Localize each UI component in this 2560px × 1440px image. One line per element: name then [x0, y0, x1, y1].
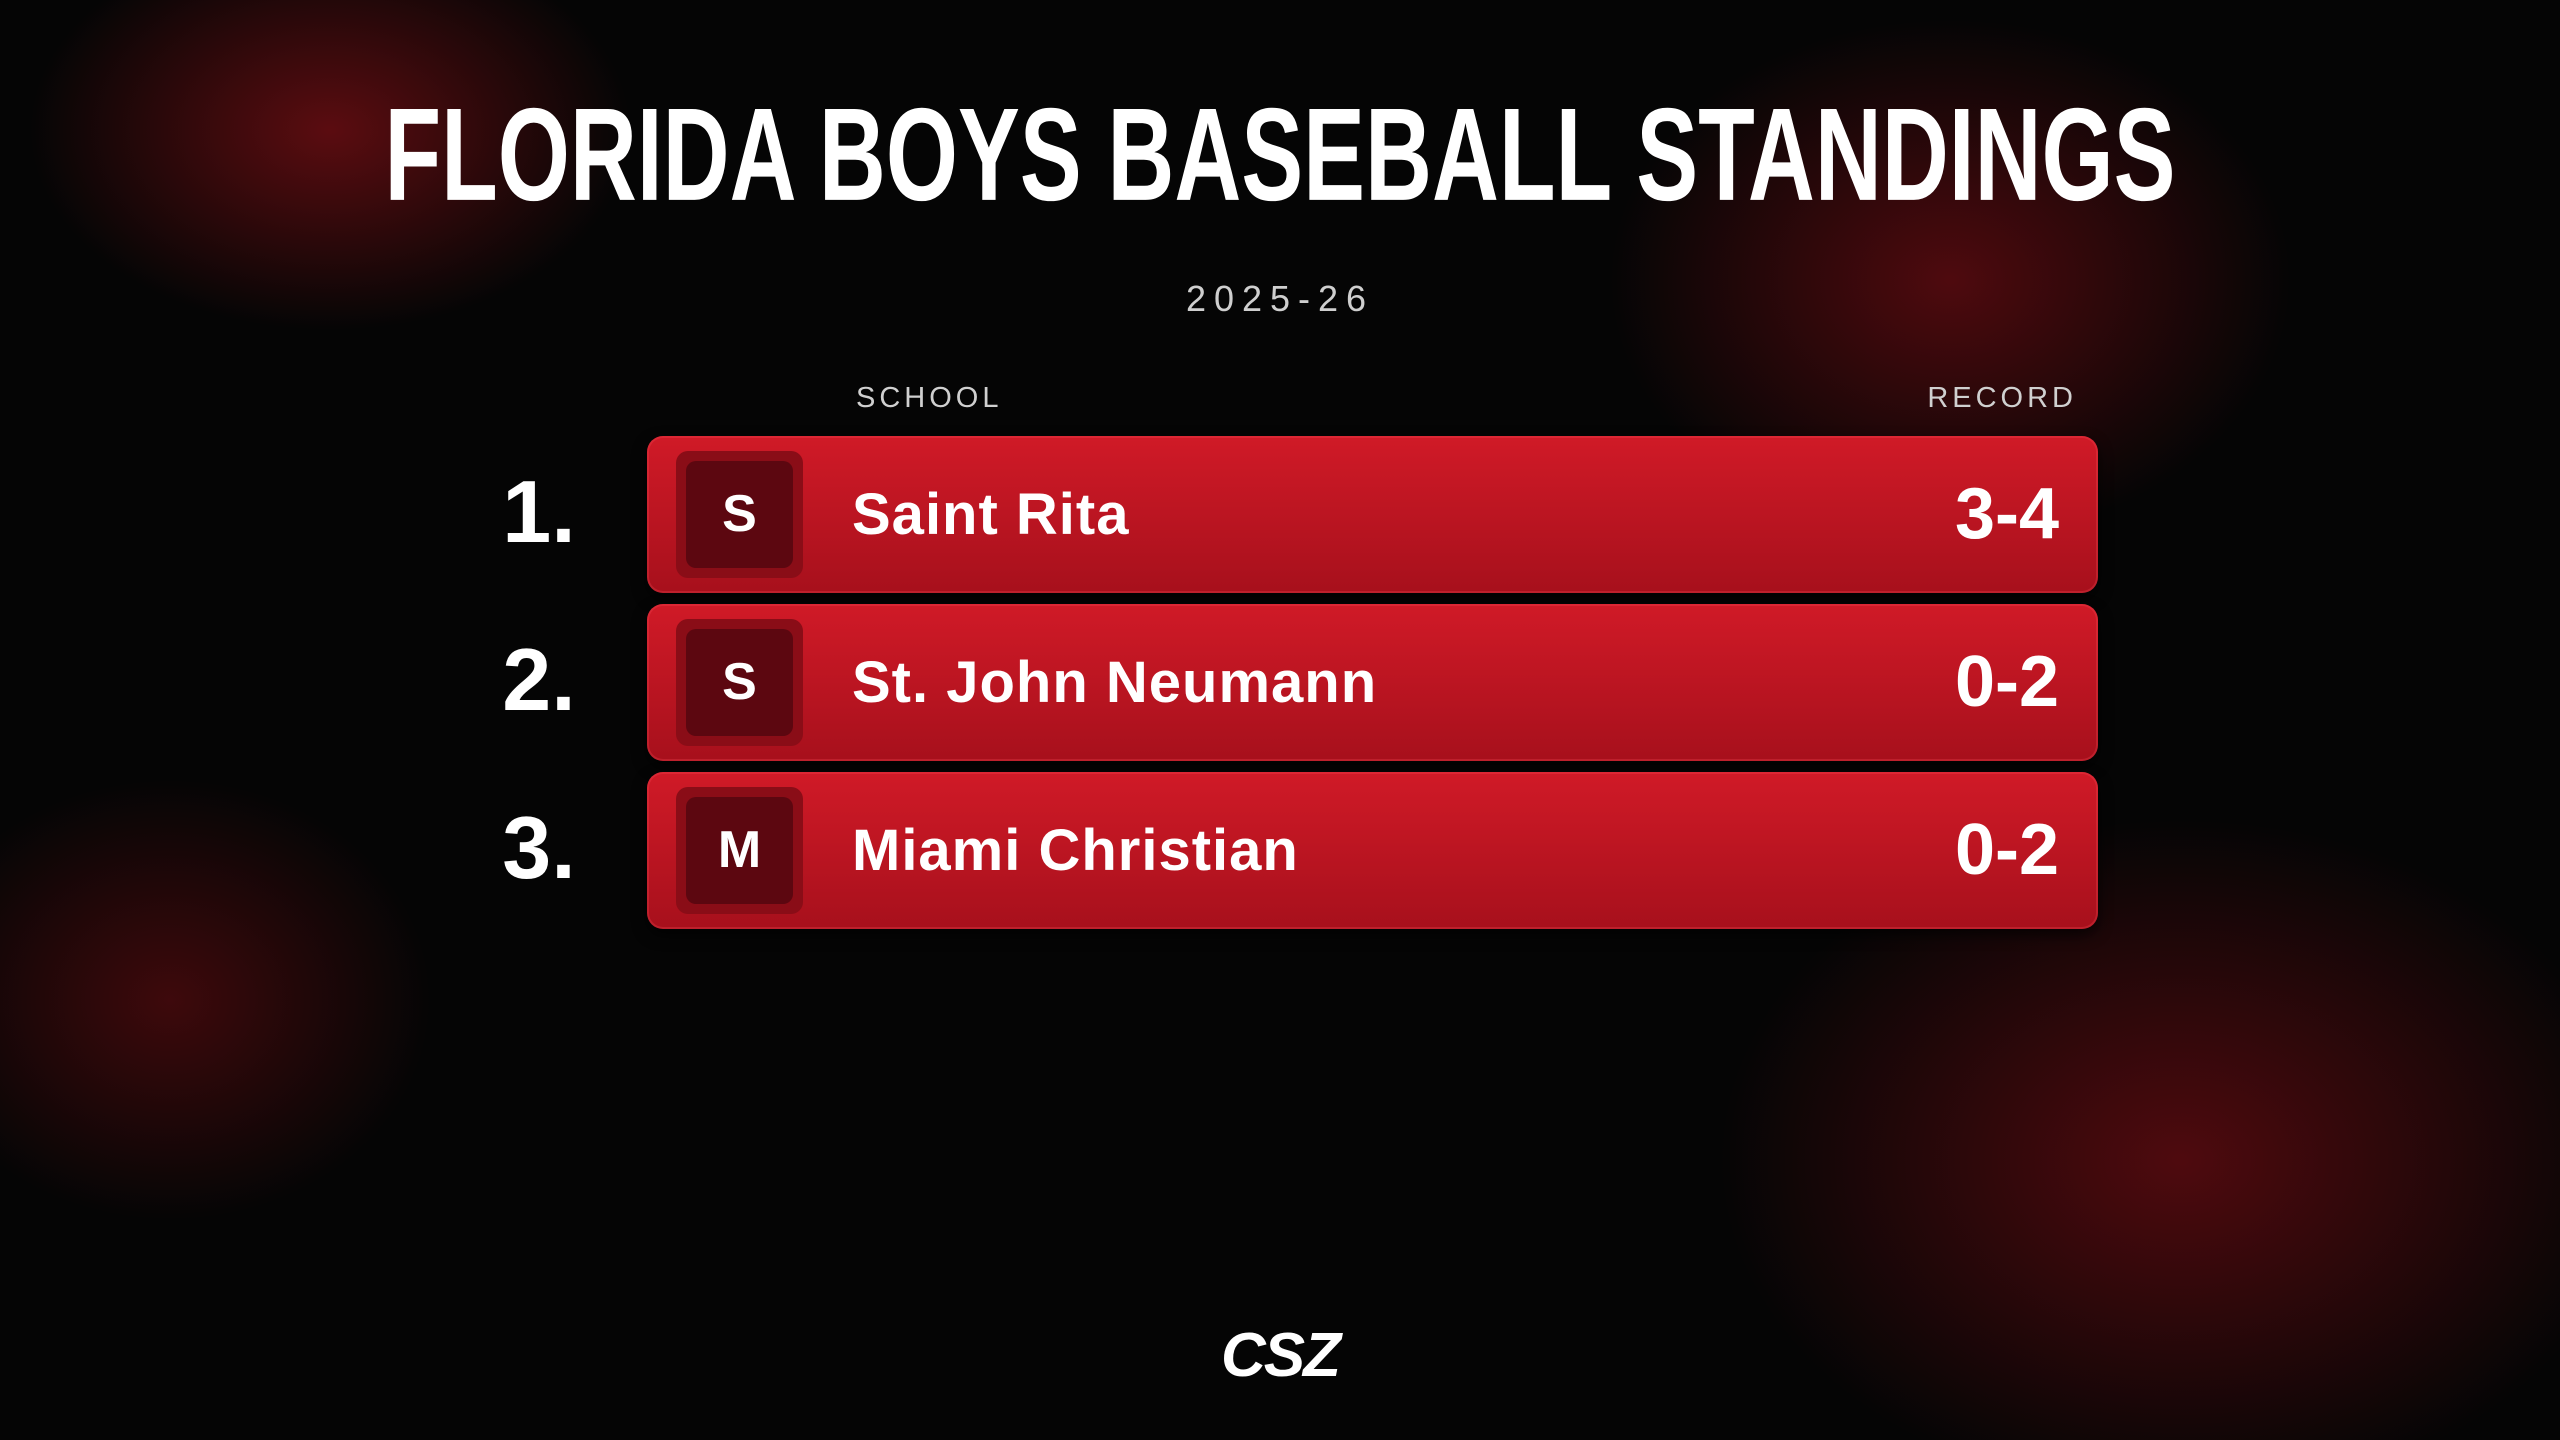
column-header: SCHOOL: [856, 382, 1003, 414]
column-header: RECORD: [1927, 382, 2077, 414]
record: 3-4: [1954, 474, 2059, 554]
school-badge: S: [676, 451, 803, 578]
title: FLORIDA BOYS BASEBALL STANDINGS: [385, 95, 2176, 228]
record: 0-2: [1954, 810, 2059, 890]
school-name: Miami Christian: [852, 818, 1299, 883]
record: 0-2: [1954, 642, 2059, 722]
school-name: Saint Rita: [852, 482, 1130, 547]
standing-row: S Saint Rita 3-4: [647, 436, 2098, 593]
standing-row: S St. John Neumann 0-2: [647, 604, 2098, 761]
rank: 1.: [502, 462, 576, 561]
rank: 2.: [502, 630, 576, 729]
school-badge: M: [676, 787, 803, 914]
school-initial: M: [686, 797, 793, 904]
school-badge: S: [676, 619, 803, 746]
logo: CSZ: [1221, 1321, 1341, 1390]
school-initial: S: [686, 461, 793, 568]
school-name: St. John Neumann: [852, 650, 1378, 715]
school-initial: S: [686, 629, 793, 736]
rank: 3.: [502, 798, 576, 897]
standing-row: M Miami Christian 0-2: [647, 772, 2098, 929]
title-box: FLORIDA BOYS BASEBALL STANDINGS: [385, 95, 2176, 228]
season: 2025-26: [1185, 278, 1375, 319]
